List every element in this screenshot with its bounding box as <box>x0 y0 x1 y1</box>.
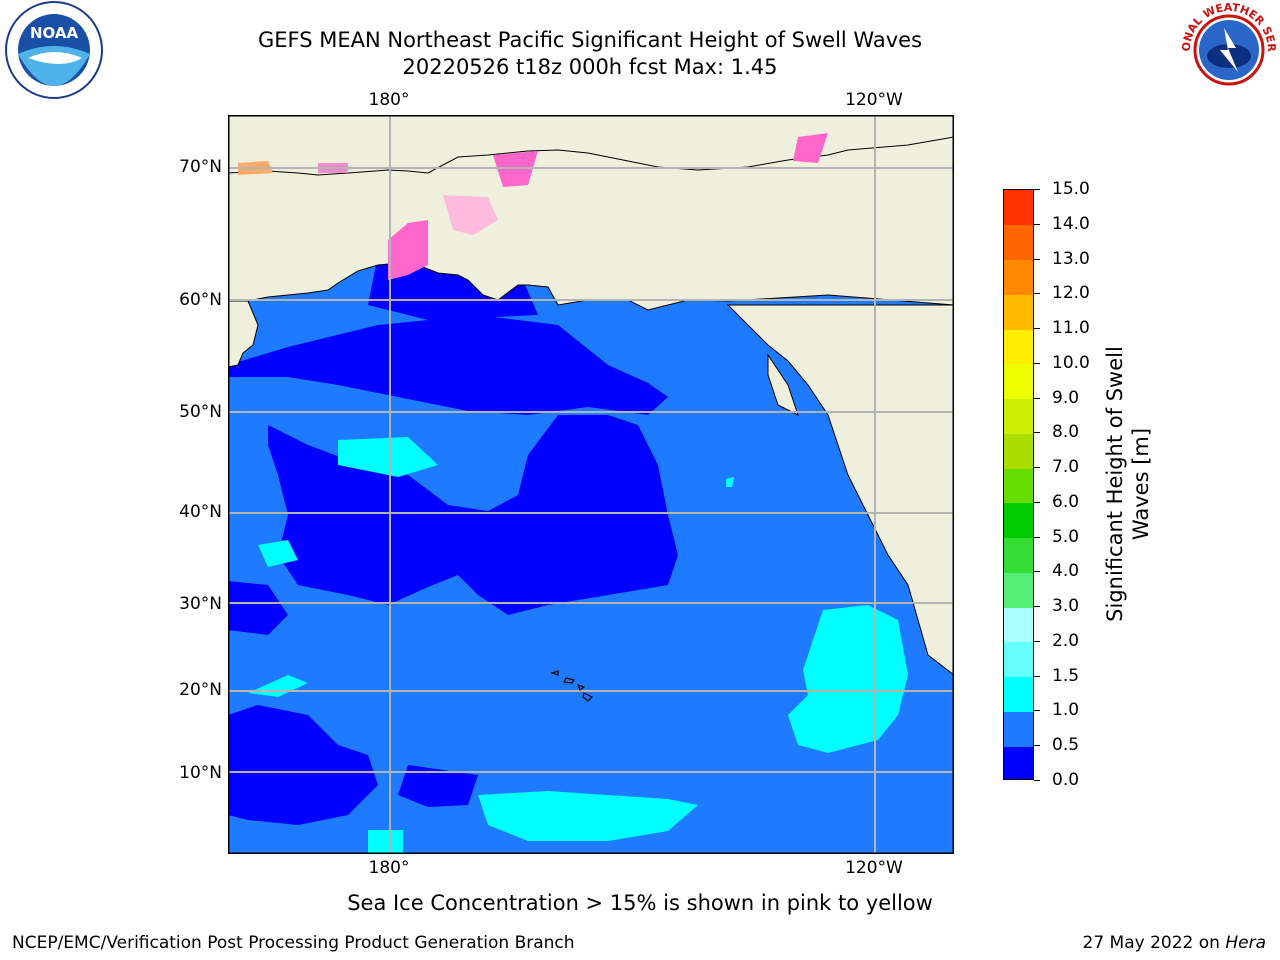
map-canvas <box>228 115 954 854</box>
colorbar-segment <box>1004 607 1033 643</box>
colorbar-segment <box>1004 190 1033 226</box>
colorbar-tick-label: 2.0 <box>1052 630 1080 651</box>
colorbar-segment <box>1004 259 1033 295</box>
lat-label-40n: 40°N <box>179 502 222 522</box>
colorbar-tick-label: 1.5 <box>1052 665 1080 686</box>
colorbar-tick <box>1034 258 1040 260</box>
colorbar-tick-label: 0.5 <box>1052 735 1080 756</box>
colorbar-segment <box>1004 537 1033 573</box>
colorbar-segment <box>1004 294 1033 330</box>
colorbar-segment <box>1004 641 1033 678</box>
lon-label-top-180: 180° <box>368 90 410 110</box>
colorbar-segment <box>1004 398 1033 434</box>
footer-host: Hera <box>1225 933 1266 953</box>
colorbar-tick-label: 9.0 <box>1052 387 1080 408</box>
colorbar-tick-label: 5.0 <box>1052 526 1080 547</box>
colorbar-segment <box>1004 433 1033 469</box>
colorbar-tick-label: 7.0 <box>1052 457 1080 478</box>
colorbar-segment <box>1004 502 1033 539</box>
lat-label-20n: 20°N <box>179 680 222 700</box>
lat-label-30n: 30°N <box>179 594 222 614</box>
colorbar-tick-label: 15.0 <box>1052 179 1090 199</box>
colorbar-tick <box>1034 571 1040 573</box>
nws-logo: NATIONAL WEATHER SERVICE <box>1178 0 1278 97</box>
colorbar-tick <box>1034 710 1040 712</box>
colorbar-tick-label: 11.0 <box>1052 318 1090 339</box>
colorbar-tick-label: 3.0 <box>1052 596 1080 617</box>
swell-high-regions <box>248 437 908 854</box>
noaa-logo-text: NOAA <box>30 24 79 42</box>
colorbar-tick-label: 13.0 <box>1052 248 1090 269</box>
colorbar-tick <box>1034 467 1040 469</box>
colorbar-tick-label: 12.0 <box>1052 283 1090 304</box>
map-border <box>228 115 954 854</box>
chart-subtitle: 20220526 t18z 000h fcst Max: 1.45 <box>402 55 778 79</box>
chart-title: GEFS MEAN Northeast Pacific Significant … <box>257 28 923 52</box>
colorbar-segment <box>1004 711 1033 747</box>
colorbar-tick-label: 8.0 <box>1052 422 1080 443</box>
lon-label-bottom-120w: 120°W <box>845 858 903 878</box>
colorbar-title: Significant Height of Swell Waves [m] <box>1103 346 1153 622</box>
colorbar-tick-label: 10.0 <box>1052 352 1090 373</box>
noaa-logo: NOAA <box>5 1 103 99</box>
colorbar-tick-label: 4.0 <box>1052 561 1080 582</box>
colorbar-tick-label: 1.0 <box>1052 700 1080 721</box>
colorbar-segment <box>1004 572 1033 608</box>
colorbar-tick <box>1034 293 1040 295</box>
footer-date-text: 27 May 2022 on <box>1082 933 1226 953</box>
colorbar-segment <box>1004 224 1033 260</box>
colorbar-segment <box>1004 676 1033 712</box>
colorbar-tick <box>1034 328 1040 330</box>
colorbar-tick-label: 14.0 <box>1052 213 1090 234</box>
colorbar-tick-label: 0.0 <box>1052 770 1080 790</box>
footer-credit: NCEP/EMC/Verification Post Processing Pr… <box>12 933 575 953</box>
graticule <box>228 115 954 854</box>
colorbar-tick <box>1034 397 1040 399</box>
colorbar <box>1003 189 1034 780</box>
colorbar-tick-label: 6.0 <box>1052 491 1080 512</box>
colorbar-segment <box>1004 363 1033 400</box>
colorbar-segment <box>1004 468 1033 504</box>
sea-ice-note: Sea Ice Concentration > 15% is shown in … <box>347 891 933 915</box>
colorbar-segment <box>1004 746 1033 779</box>
sea-ice <box>238 133 828 280</box>
lon-label-bottom-180: 180° <box>368 858 410 878</box>
colorbar-tick <box>1034 606 1040 608</box>
colorbar-tick <box>1034 223 1040 225</box>
colorbar-tick <box>1034 189 1040 190</box>
colorbar-tick <box>1034 432 1040 434</box>
colorbar-tick <box>1034 362 1040 364</box>
lon-label-top-120w: 120°W <box>845 90 903 110</box>
lat-label-60n: 60°N <box>179 290 222 310</box>
colorbar-tick <box>1034 780 1040 781</box>
colorbar-tick <box>1034 745 1040 747</box>
hawaii-islands <box>550 670 594 702</box>
colorbar-tick <box>1034 640 1040 642</box>
map-panel <box>228 115 954 854</box>
colorbar-tick <box>1034 675 1040 677</box>
footer-date: 27 May 2022 on Hera <box>1083 933 1267 953</box>
lat-label-70n: 70°N <box>179 157 222 177</box>
lat-label-50n: 50°N <box>179 402 222 422</box>
colorbar-tick <box>1034 501 1040 503</box>
colorbar-segment <box>1004 329 1033 365</box>
lat-label-10n: 10°N <box>179 763 222 783</box>
swell-low-regions <box>228 245 678 825</box>
colorbar-tick <box>1034 536 1040 538</box>
